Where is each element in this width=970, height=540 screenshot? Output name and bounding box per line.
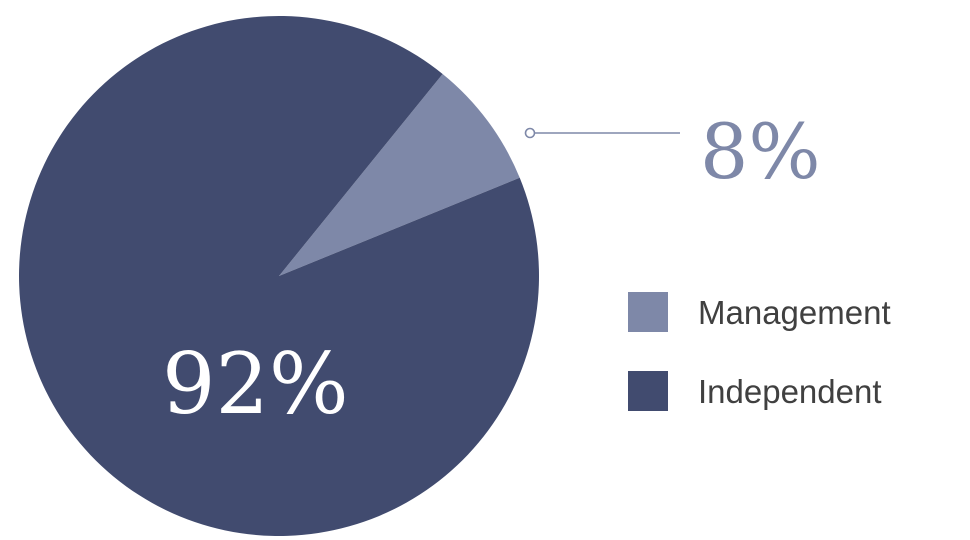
- independent-slice-label: 92%: [162, 335, 349, 433]
- legend-item-independent: Independent: [628, 371, 882, 411]
- legend-item-management: Management: [628, 292, 891, 332]
- pie-slice-management: [279, 73, 520, 276]
- legend-label-management: Management: [698, 294, 891, 331]
- legend-label-independent: Independent: [698, 373, 882, 410]
- pie-slice-independent: [19, 16, 540, 537]
- legend-swatch-independent: [628, 371, 668, 411]
- legend: Management Independent: [628, 292, 891, 411]
- callout-dot: [524, 127, 536, 139]
- management-slice-label: 8%: [700, 107, 821, 196]
- pie-slices: [19, 16, 540, 537]
- management-callout: 8%: [524, 107, 821, 196]
- legend-swatch-management: [628, 292, 668, 332]
